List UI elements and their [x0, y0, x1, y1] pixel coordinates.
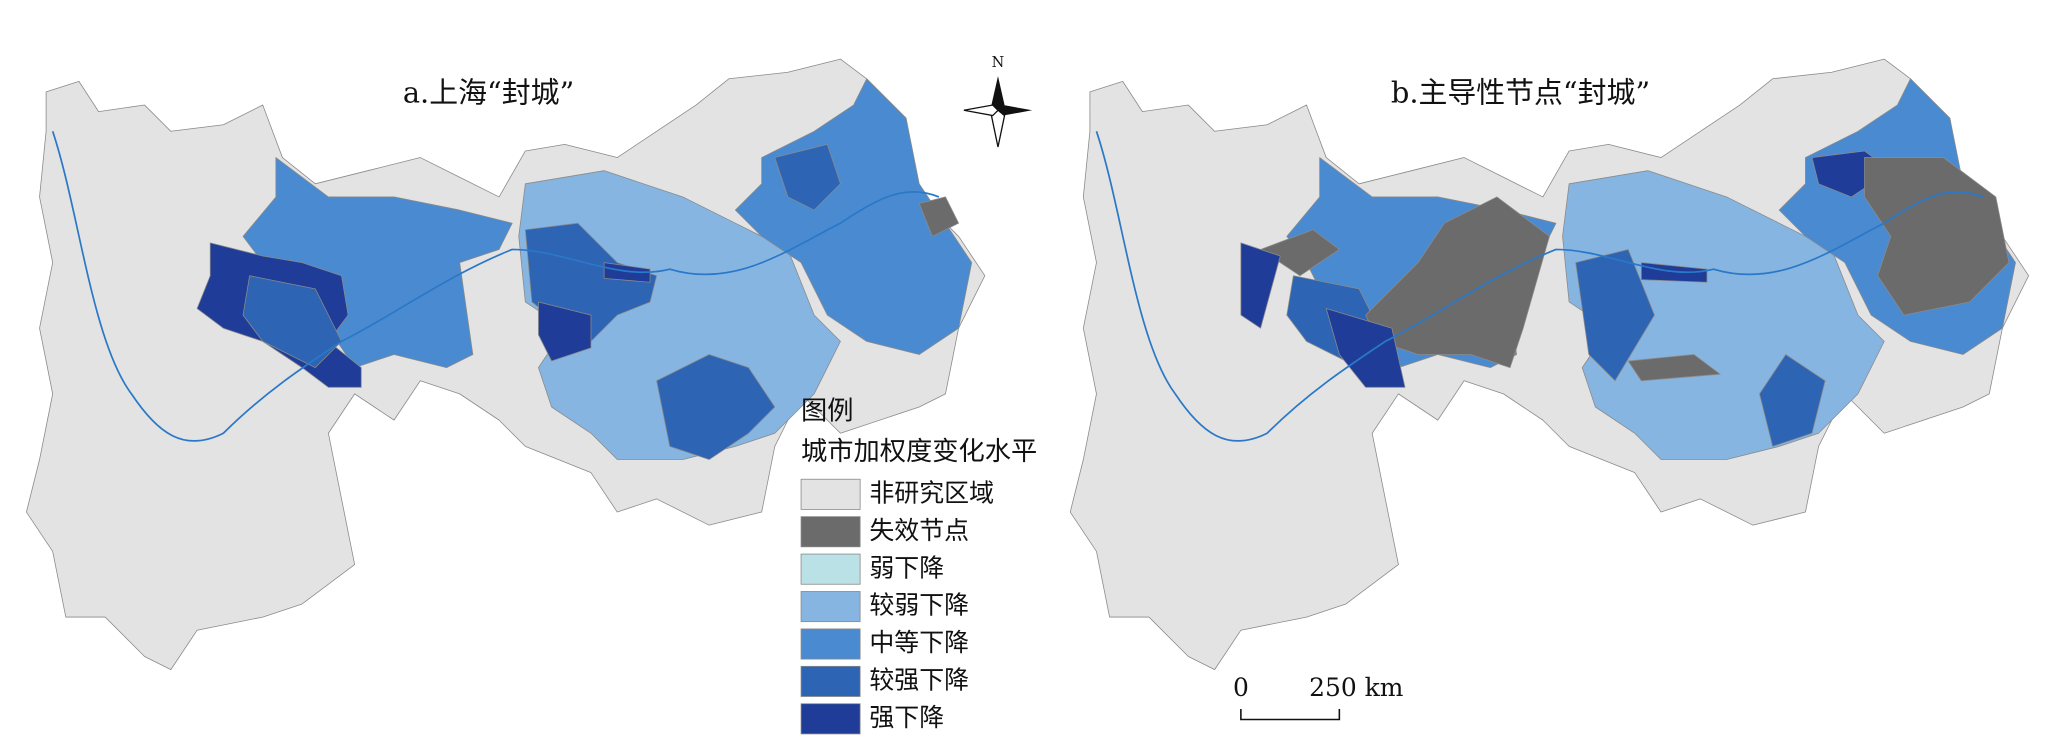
river	[1095, 131, 1984, 442]
region	[1325, 308, 1406, 388]
region	[735, 78, 973, 355]
legend-label: 非研究区域	[869, 478, 994, 507]
legend-swatch	[800, 478, 861, 510]
region	[1759, 354, 1826, 447]
region	[918, 196, 959, 237]
legend-swatch	[800, 553, 861, 585]
legend-swatch	[800, 628, 861, 660]
region	[603, 262, 651, 283]
region	[1864, 157, 2010, 316]
legend-label: 中等下降	[869, 628, 969, 657]
legend-swatch	[800, 591, 861, 623]
legend-swatch	[800, 516, 861, 548]
legend-label: 强下降	[869, 703, 944, 732]
legend-swatch	[800, 703, 861, 735]
region	[1575, 249, 1655, 382]
region	[1260, 229, 1340, 277]
north-arrow: N	[963, 55, 1033, 148]
region	[242, 275, 342, 369]
region	[1365, 196, 1550, 369]
panel-title: a.上海“封城”	[403, 76, 574, 110]
region	[1240, 242, 1281, 329]
panel-b-map	[1069, 58, 2030, 670]
legend-title: 图例	[801, 396, 854, 426]
legend-label: 较弱下降	[869, 591, 969, 620]
panel-title: b.主导性节点“封城”	[1391, 76, 1650, 110]
scale-bar: 0 250 km	[1233, 673, 1403, 721]
scale-label: 250 km	[1309, 673, 1403, 702]
scale-label: 0	[1233, 673, 1249, 702]
region	[538, 301, 592, 362]
region	[1627, 354, 1721, 382]
region	[656, 354, 776, 460]
river	[51, 131, 940, 442]
legend-subtitle: 城市加权度变化水平	[801, 437, 1037, 467]
scale-line	[1240, 708, 1341, 721]
region	[774, 144, 841, 211]
legend-label: 弱下降	[869, 553, 944, 582]
north-arrow-west	[963, 104, 999, 117]
legend-swatch	[800, 665, 861, 697]
legend-label: 失效节点	[869, 516, 969, 545]
legend-label: 较强下降	[869, 666, 969, 695]
north-arrow-head	[991, 76, 1005, 111]
panel-a-map	[26, 58, 986, 670]
north-label: N	[992, 55, 1005, 71]
north-arrow-east	[997, 105, 1033, 116]
